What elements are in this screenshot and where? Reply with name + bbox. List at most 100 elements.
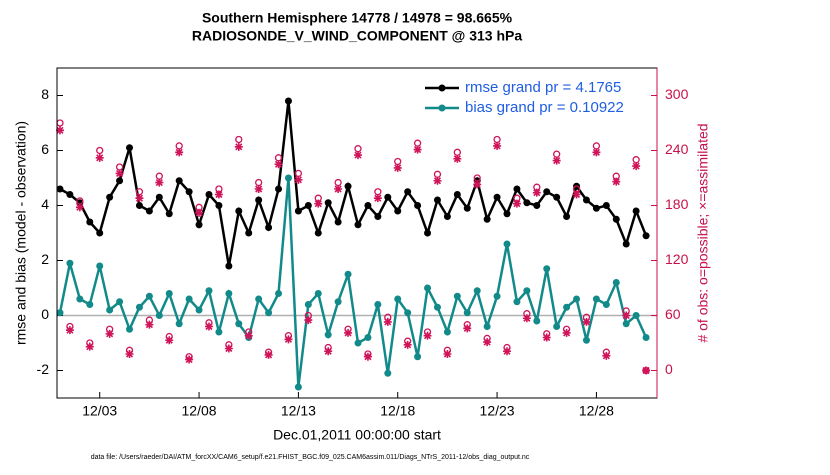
data-point xyxy=(255,196,263,204)
data-point xyxy=(294,383,302,391)
obs-assimilated xyxy=(632,162,641,171)
data-point xyxy=(175,320,183,328)
data-point xyxy=(265,224,273,231)
data-point xyxy=(145,207,153,215)
data-point xyxy=(364,202,372,209)
data-point xyxy=(493,193,501,201)
data-point xyxy=(404,188,412,196)
y2-axis-label: # of obs: o=possible; ×=assimilated xyxy=(695,123,711,342)
data-point xyxy=(106,306,114,314)
obs-assimilated xyxy=(284,335,293,344)
obs-assimilated xyxy=(512,199,521,208)
y-tick-label: -2 xyxy=(37,361,50,377)
chart-title: Southern Hemisphere 14778 / 14978 = 98.6… xyxy=(202,10,513,26)
y-tick-label: 8 xyxy=(41,86,49,102)
data-point xyxy=(612,215,620,223)
obs-assimilated xyxy=(503,347,511,356)
footnote: data file: /Users/raeder/DAI/ATM_forcXX/… xyxy=(91,454,530,461)
obs-assimilated xyxy=(234,142,243,151)
data-point xyxy=(473,287,481,295)
obs-assimilated xyxy=(433,176,442,185)
data-point xyxy=(553,323,561,330)
obs-assimilated xyxy=(532,188,541,197)
data-point xyxy=(235,207,243,215)
data-point xyxy=(215,328,223,336)
data-point xyxy=(155,312,163,319)
data-point xyxy=(433,196,441,204)
obs-assimilated xyxy=(135,194,144,203)
obs-assimilated xyxy=(552,156,561,165)
obs-assimilated xyxy=(195,208,204,217)
legend-label: bias grand pr = 0.10922 xyxy=(465,99,624,116)
data-point xyxy=(543,265,551,273)
data-point xyxy=(314,290,322,297)
y2-tick-label: 60 xyxy=(665,306,681,322)
data-point xyxy=(453,191,461,198)
obs-assimilated xyxy=(264,350,273,359)
data-point xyxy=(96,262,104,270)
data-point xyxy=(275,290,283,297)
data-point xyxy=(225,290,233,297)
obs-assimilated xyxy=(105,329,114,338)
data-point xyxy=(563,303,571,311)
data-point xyxy=(513,298,521,306)
data-point xyxy=(304,301,312,308)
obs-assimilated xyxy=(324,347,333,356)
obs-assimilated xyxy=(224,344,233,353)
data-point xyxy=(324,199,332,207)
obs-assimilated xyxy=(65,326,74,335)
data-point xyxy=(463,204,471,212)
data-point xyxy=(86,301,94,308)
data-point xyxy=(86,218,94,226)
data-point xyxy=(414,202,422,209)
data-point xyxy=(622,320,630,328)
obs-assimilated xyxy=(642,366,651,375)
obs-assimilated xyxy=(612,177,621,186)
x-axis-label: Dec.01,2011 00:00:00 start xyxy=(273,427,441,443)
data-point xyxy=(205,287,213,295)
y-axis-label: rmse and bias (model - observation) xyxy=(13,121,29,345)
obs-assimilated xyxy=(582,317,591,326)
data-point xyxy=(165,290,173,297)
obs-possible xyxy=(235,135,243,144)
data-point xyxy=(394,295,402,303)
data-point xyxy=(503,240,511,248)
data-point xyxy=(165,210,173,218)
data-point xyxy=(642,232,650,240)
obs-assimilated xyxy=(294,175,303,184)
data-point xyxy=(56,309,64,317)
data-point xyxy=(602,202,610,209)
obs-assimilated xyxy=(522,314,531,323)
data-point xyxy=(384,193,392,201)
data-point xyxy=(642,334,650,341)
data-point xyxy=(523,287,531,295)
obs-assimilated xyxy=(75,203,84,212)
obs-assimilated xyxy=(274,160,283,169)
data-point xyxy=(582,196,590,204)
data-point xyxy=(364,334,372,341)
data-point xyxy=(463,309,471,317)
obs-assimilated xyxy=(314,199,323,208)
data-point xyxy=(493,292,501,300)
y2-tick-label: 180 xyxy=(665,196,689,212)
obs-assimilated xyxy=(383,317,392,326)
data-point xyxy=(185,188,193,196)
data-point xyxy=(304,202,312,209)
x-tick-label: 12/28 xyxy=(579,403,614,419)
y2-tick-label: 300 xyxy=(665,86,689,102)
data-point xyxy=(175,177,183,185)
obs-assimilated xyxy=(463,324,472,333)
data-point xyxy=(225,262,233,270)
obs-assimilated xyxy=(572,190,581,199)
data-point xyxy=(235,320,243,328)
obs-assimilated xyxy=(214,190,223,199)
data-point xyxy=(135,303,143,311)
obs-assimilated xyxy=(125,350,134,358)
x-tick-label: 12/13 xyxy=(281,403,316,419)
obs-assimilated xyxy=(483,338,492,347)
data-point xyxy=(126,325,134,333)
data-point xyxy=(563,213,571,220)
obs-assimilated xyxy=(493,141,502,150)
